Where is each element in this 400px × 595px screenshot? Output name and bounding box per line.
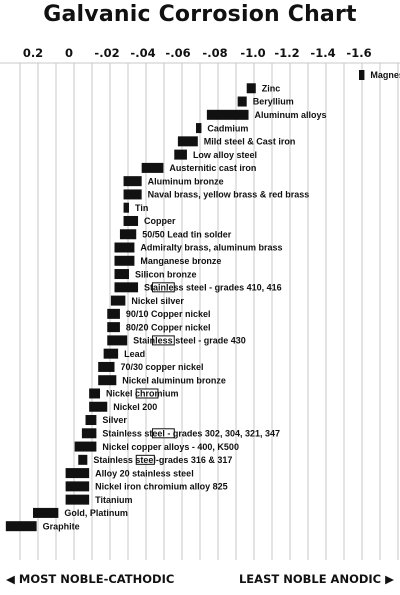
bar-label: Admiralty brass, aluminum brass xyxy=(140,243,282,253)
x-tick-label: -1.0 xyxy=(240,46,265,60)
bar-label: Lead xyxy=(124,349,145,359)
bar xyxy=(81,428,97,439)
x-tick-label: -.04 xyxy=(130,46,155,60)
bar-label: Tin xyxy=(135,203,148,213)
bar xyxy=(74,441,97,452)
bar-label: Silicon bronze xyxy=(135,269,197,279)
bars xyxy=(5,70,365,532)
active-range-box xyxy=(152,335,175,346)
footer-right-label: LEAST NOBLE ANODIC xyxy=(238,572,382,586)
bar xyxy=(89,388,101,399)
bar xyxy=(174,149,187,160)
bar-label: Stainless steel-grades 316 & 317 xyxy=(93,455,232,465)
bar xyxy=(65,494,90,505)
bar-label: Mild steel & Cast iron xyxy=(204,137,296,147)
bar xyxy=(98,375,117,386)
bar xyxy=(114,242,135,253)
bar xyxy=(98,361,115,372)
bar xyxy=(89,401,108,412)
bar-label: Nickel iron chromium alloy 825 xyxy=(95,482,228,492)
bar-label: Austernitic cast iron xyxy=(169,163,256,173)
bar-label: Naval brass, yellow brass & red brass xyxy=(148,190,310,200)
footer-most-noble: ◀ MOST NOBLE-CATHODIC xyxy=(6,572,174,586)
grid xyxy=(0,62,400,560)
bar xyxy=(65,481,90,492)
x-axis-ticks: 0.2 0 -.02 -.04 -.06 -.08 -1.0 -1.2 -1.4 -1.6 xyxy=(23,46,372,60)
bar-label: Beryllium xyxy=(253,97,294,107)
active-range-box xyxy=(135,454,155,465)
bar-label: 90/10 Copper nickel xyxy=(126,309,211,319)
x-tick-label: -.08 xyxy=(202,46,227,60)
bar-label: Manganese bronze xyxy=(140,256,221,266)
active-range-box xyxy=(152,282,175,293)
bar-label: Nickel chromium xyxy=(106,389,179,399)
x-tick-label: -.06 xyxy=(165,46,190,60)
bar xyxy=(123,189,142,200)
bar xyxy=(65,468,90,479)
bar xyxy=(103,348,119,359)
bar xyxy=(114,255,135,266)
x-tick-label: 0 xyxy=(65,46,73,60)
bar xyxy=(85,415,97,426)
bar xyxy=(114,269,129,280)
bar xyxy=(123,215,139,226)
bar xyxy=(119,229,137,240)
bar-label: Nickel silver xyxy=(131,296,184,306)
bar-label: Copper xyxy=(144,216,176,226)
bar-label: 70/30 copper nickel xyxy=(121,362,204,372)
bar-labels: Magnesium Zinc Beryllium Aluminum alloys Cad… xyxy=(43,70,400,531)
x-tick-label: -1.4 xyxy=(310,46,335,60)
bar xyxy=(78,454,88,465)
bar-label: Titanium xyxy=(95,495,132,505)
bar-label: Stainless steel - grades 302, 304, 321, … xyxy=(102,428,280,438)
bar xyxy=(123,202,129,213)
bar-label: Cadmium xyxy=(207,123,248,133)
bar xyxy=(107,308,120,319)
bar-label: 50/50 Lead tin solder xyxy=(142,229,232,239)
bar-label: Gold, Platinum xyxy=(64,508,128,518)
x-tick-label: -1.6 xyxy=(346,46,371,60)
bar xyxy=(246,83,256,94)
bar-label: Graphite xyxy=(43,521,80,531)
left-arrow-icon: ◀ xyxy=(6,572,15,586)
bar xyxy=(5,521,37,532)
footer-least-noble: LEAST NOBLE ANODIC ▶ xyxy=(239,572,394,586)
bar xyxy=(123,176,142,187)
bar-label: Aluminum bronze xyxy=(148,176,224,186)
bar-label: Low alloy steel xyxy=(193,150,257,160)
x-tick-label: -.02 xyxy=(94,46,119,60)
bar xyxy=(237,96,247,107)
active-range-box xyxy=(152,428,175,439)
bar xyxy=(107,322,120,333)
right-arrow-icon: ▶ xyxy=(385,572,394,586)
bar-label: Silver xyxy=(102,415,127,425)
bar-label: Stainless steel - grades 410, 416 xyxy=(144,283,282,293)
x-tick-label: -1.2 xyxy=(274,46,299,60)
bar-label: Nickel aluminum bronze xyxy=(122,375,226,385)
bar-label: Magnesium xyxy=(370,70,400,80)
bar xyxy=(196,123,202,134)
bar-label: Alloy 20 stainless steel xyxy=(95,468,194,478)
x-tick-label: 0.2 xyxy=(23,46,43,60)
bar-label: Zinc xyxy=(262,83,281,93)
bar-label: Aluminum alloys xyxy=(255,110,327,120)
bar xyxy=(107,335,128,346)
chart-title: Galvanic Corrosion Chart xyxy=(43,2,357,27)
bar xyxy=(33,507,59,518)
bar xyxy=(110,295,126,306)
bar-label: 80/20 Copper nickel xyxy=(126,322,211,332)
bar xyxy=(114,282,139,293)
bar-label: Stainless steel - grade 430 xyxy=(133,336,246,346)
bar xyxy=(141,162,164,173)
bar-label: Nickel 200 xyxy=(113,402,157,412)
active-range-box xyxy=(135,388,159,399)
bar xyxy=(206,109,249,120)
footer-left-label: MOST NOBLE-CATHODIC xyxy=(18,572,175,586)
bar xyxy=(177,136,198,147)
bar xyxy=(359,70,365,80)
bar-label: Nickel copper alloys - 400, K500 xyxy=(102,442,239,452)
